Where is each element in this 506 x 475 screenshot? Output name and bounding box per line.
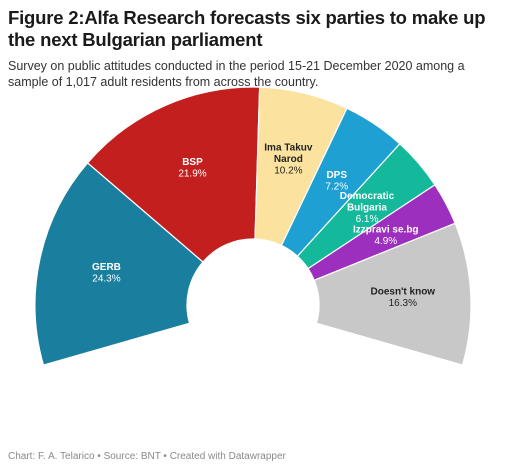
slice-label-bsp: BSP 21.9% [178,157,206,180]
slice-label-doesn-t-know: Doesn't know 16.3% [370,286,435,309]
slice-value: 24.3% [92,274,120,285]
slice-doesn-t-know [313,222,472,366]
slice-label-ima-takuv-narod: Ima Takuv Narod 10.2% [264,143,313,177]
slice-value: 16.3% [389,298,417,309]
slice-label-gerb: GERB 24.3% [92,262,121,285]
slice-gerb [34,162,204,366]
slice-value: 7.2% [325,181,348,192]
slice-bsp [86,86,261,263]
slice-value: 4.9% [374,236,397,247]
slice-value: 10.2% [274,166,302,177]
slice-name: Ima Takuv [264,143,313,154]
chart-labels: GERB 24.3% BSP 21.9% Ima Takuv Narod 10.2% DPS 7… [92,143,435,309]
slice-name: Narod [274,154,303,165]
chart-title: Figure 2:Alfa Research forecasts six par… [8,7,486,50]
slice-name: BSP [182,157,203,168]
slice-value: 6.1% [356,214,379,225]
slice-name: GERB [92,262,121,273]
chart-slices [34,86,472,366]
slice-label-dps: DPS 7.2% [325,170,348,193]
slice-name: DPS [326,170,347,181]
slice-name: Bulgaria [347,202,387,213]
slice-name: Doesn't know [370,286,435,297]
slice-label-democratic-bulgaria: Democratic Bulgaria 6.1% [340,191,395,225]
slice-name: Izzpravi se.bg [353,224,419,235]
chart-subtitle: Survey on public attitudes conducted in … [8,59,465,89]
slice-label-izzpravi-se-bg: Izzpravi se.bg 4.9% [353,224,419,247]
chart-footer: Chart: F. A. Telarico • Source: BNT • Cr… [8,451,286,462]
slice-name: Democratic [340,191,395,202]
slice-value: 21.9% [178,168,206,179]
